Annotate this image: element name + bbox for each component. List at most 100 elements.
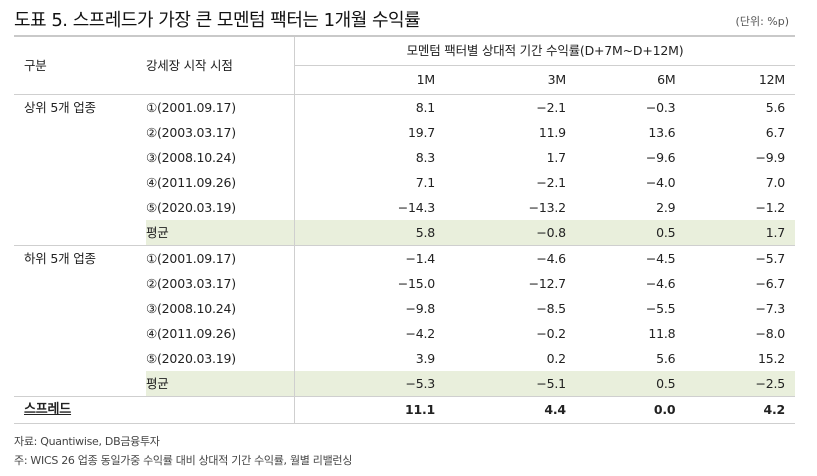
section-label-empty — [14, 120, 146, 145]
table-row: ②(2003.03.17) 19.7 11.9 13.6 6.7 — [14, 120, 795, 145]
table-row: ⑤(2020.03.19) −14.3 −13.2 2.9 −1.2 — [14, 195, 795, 220]
value-cell: −7.3 — [755, 301, 785, 316]
value-cell: 6.7 — [765, 125, 785, 140]
col-header-span: 모멘텀 팩터별 상대적 기간 수익률(D+7M~D+12M) — [294, 36, 795, 66]
returns-table: 구분 강세장 시작 시점 모멘텀 팩터별 상대적 기간 수익률(D+7M~D+1… — [14, 35, 795, 424]
value-cell: −9.8 — [294, 296, 445, 321]
table-row: ⑤(2020.03.19) 3.9 0.2 5.6 15.2 — [14, 346, 795, 371]
date-cell: ④(2011.09.26) — [146, 175, 236, 190]
date-cell: ③(2008.10.24) — [146, 301, 236, 316]
value-cell: −1.2 — [755, 200, 785, 215]
average-value: 0.5 — [575, 371, 686, 397]
section-label: 하위 5개 업종 — [24, 251, 96, 266]
section-label-empty — [14, 145, 146, 170]
value-cell: 3.9 — [294, 346, 445, 371]
value-cell: 1.7 — [546, 150, 566, 165]
average-label: 평균 — [146, 371, 295, 397]
value-cell: −0.2 — [536, 326, 566, 341]
table-row: 상위 5개 업종 ①(2001.09.17) 8.1 −2.1 −0.3 5.6 — [14, 94, 795, 120]
spread-value: 11.1 — [294, 396, 445, 424]
value-cell: 8.3 — [294, 145, 445, 170]
spread-row: 스프레드 11.1 4.4 0.0 4.2 — [14, 396, 795, 424]
date-cell: ⑤(2020.03.19) — [146, 351, 236, 366]
average-row: 평균 5.8 −0.8 0.5 1.7 — [14, 220, 795, 246]
footnote: 주: WICS 26 업종 동일가중 수익률 대비 상대적 기간 수익률, 월별… — [14, 454, 353, 467]
section-label-empty — [14, 321, 146, 346]
value-cell: −15.0 — [294, 271, 445, 296]
value-cell: 7.0 — [765, 175, 785, 190]
section-label-empty — [14, 195, 146, 220]
spread-value: 0.0 — [575, 396, 686, 424]
value-cell: −8.5 — [536, 301, 566, 316]
section-label-empty — [14, 220, 146, 246]
section-label: 상위 5개 업종 — [24, 100, 96, 115]
value-cell: −0.3 — [645, 100, 676, 115]
spread-value: 4.2 — [685, 396, 795, 424]
table-row: ④(2011.09.26) 7.1 −2.1 −4.0 7.0 — [14, 170, 795, 195]
date-cell: ③(2008.10.24) — [146, 150, 236, 165]
table-row: ②(2003.03.17) −15.0 −12.7 −4.6 −6.7 — [14, 271, 795, 296]
average-value: −0.8 — [445, 220, 576, 246]
value-cell: 19.7 — [294, 120, 445, 145]
value-cell: −2.1 — [536, 100, 566, 115]
value-cell: 11.9 — [538, 125, 566, 140]
value-cell: −2.1 — [536, 175, 566, 190]
date-cell: ①(2001.09.17) — [146, 251, 236, 266]
value-cell: −14.3 — [294, 195, 445, 220]
value-cell: 8.1 — [294, 94, 445, 120]
col-header-12m: 12M — [685, 65, 795, 95]
date-cell: ④(2011.09.26) — [146, 326, 236, 341]
table-row: 하위 5개 업종 ①(2001.09.17) −1.4 −4.6 −4.5 −5.7 — [14, 245, 795, 271]
section-label-empty — [14, 371, 146, 397]
source-note: 자료: Quantiwise, DB금융투자 — [14, 435, 160, 448]
value-cell: 5.6 — [765, 100, 785, 115]
table-body: 상위 5개 업종 ①(2001.09.17) 8.1 −2.1 −0.3 5.6 ②(200… — [14, 94, 795, 424]
value-cell: −4.6 — [645, 276, 676, 291]
section-label-empty — [14, 296, 146, 321]
value-cell: 0.2 — [546, 351, 566, 366]
section-label-empty — [14, 170, 146, 195]
date-cell: ①(2001.09.17) — [146, 100, 236, 115]
value-cell: 11.8 — [648, 326, 676, 341]
average-value: −2.5 — [685, 371, 795, 397]
table-row: ④(2011.09.26) −4.2 −0.2 11.8 −8.0 — [14, 321, 795, 346]
page-title: 도표 5. 스프레드가 가장 큰 모멘텀 팩터는 1개월 수익률 — [14, 10, 421, 31]
spread-label: 스프레드 — [14, 396, 295, 424]
value-cell: −8.0 — [755, 326, 785, 341]
value-cell: −5.7 — [755, 251, 785, 266]
average-value: −5.3 — [294, 371, 445, 397]
spread-value: 4.4 — [445, 396, 576, 424]
value-cell: −6.7 — [755, 276, 785, 291]
value-cell: 5.6 — [656, 351, 676, 366]
value-cell: 2.9 — [656, 200, 676, 215]
value-cell: −4.2 — [294, 321, 445, 346]
table-row: ③(2008.10.24) 8.3 1.7 −9.6 −9.9 — [14, 145, 795, 170]
section-label-empty — [14, 346, 146, 371]
value-cell: 15.2 — [757, 351, 785, 366]
col-header-6m: 6M — [575, 65, 686, 95]
col-header-3m: 3M — [445, 65, 576, 95]
value-cell: −9.6 — [645, 150, 676, 165]
average-label: 평균 — [146, 220, 295, 246]
section-label-empty — [14, 271, 146, 296]
value-cell: −4.5 — [645, 251, 676, 266]
col-header-date: 강세장 시작 시점 — [146, 36, 295, 95]
value-cell: −5.5 — [645, 301, 676, 316]
value-cell: −1.4 — [294, 245, 445, 271]
title-row: 도표 5. 스프레드가 가장 큰 모멘텀 팩터는 1개월 수익률 (단위: %p… — [14, 4, 795, 34]
value-cell: −13.2 — [528, 200, 567, 215]
value-cell: −9.9 — [755, 150, 785, 165]
value-cell: −4.0 — [645, 175, 676, 190]
value-cell: −4.6 — [536, 251, 566, 266]
col-header-1m: 1M — [294, 65, 445, 95]
unit-label: (단위: %p) — [735, 15, 789, 28]
value-cell: −12.7 — [528, 276, 567, 291]
date-cell: ②(2003.03.17) — [146, 276, 236, 291]
average-row: 평균 −5.3 −5.1 0.5 −2.5 — [14, 371, 795, 397]
col-header-group: 구분 — [14, 36, 146, 95]
value-cell: 13.6 — [648, 125, 676, 140]
date-cell: ②(2003.03.17) — [146, 125, 236, 140]
value-cell: 7.1 — [294, 170, 445, 195]
average-value: 0.5 — [575, 220, 686, 246]
average-value: −5.1 — [445, 371, 576, 397]
